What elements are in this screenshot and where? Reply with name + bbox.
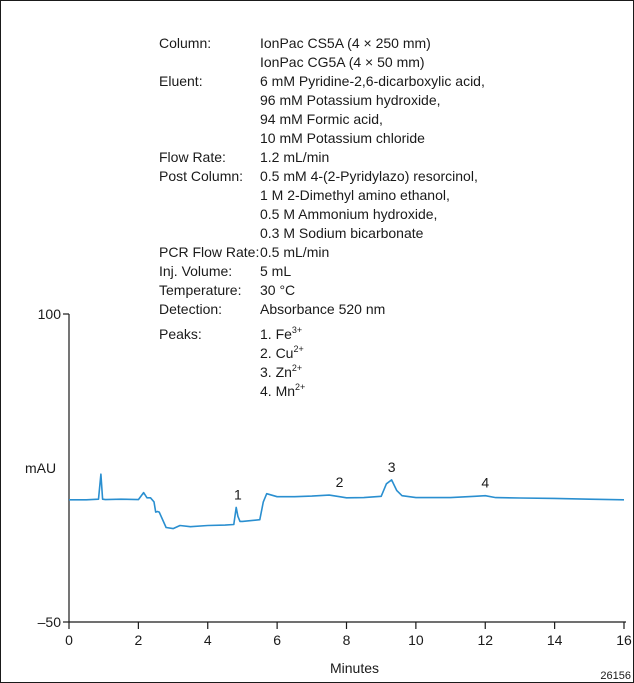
peak-number-label: 1 — [234, 486, 242, 502]
figure-id: 26156 — [600, 670, 631, 682]
peak-charge: 3+ — [291, 325, 303, 335]
peak-charge: 2+ — [295, 382, 306, 392]
y-tick-label: 100 — [38, 306, 62, 322]
x-tick-label: 0 — [65, 632, 73, 648]
peak-name: 3. Zn — [260, 364, 292, 380]
x-tick-label: 14 — [547, 632, 563, 648]
condition-value: 30 °C — [260, 282, 296, 298]
chromatogram-trace — [69, 473, 625, 530]
condition-value: 6 mM Pyridine-2,6-dicarboxylic acid, — [260, 73, 485, 89]
condition-label: Flow Rate: — [159, 149, 226, 165]
x-tick-label: 6 — [273, 632, 281, 648]
x-tick-label: 8 — [343, 632, 351, 648]
condition-label: Eluent: — [159, 73, 203, 89]
peak-name: 4. Mn — [260, 383, 296, 399]
condition-label: Post Column: — [159, 168, 244, 184]
condition-label: PCR Flow Rate: — [159, 244, 260, 260]
y-tick-label: –50 — [38, 614, 62, 630]
condition-label: Column: — [159, 35, 212, 51]
condition-value: 1.2 mL/min — [260, 149, 330, 165]
condition-value: 0.3 M Sodium bicarbonate — [260, 225, 424, 241]
peak-charge: 2+ — [291, 363, 303, 373]
condition-value: 0.5 M Ammonium hydroxide, — [260, 206, 438, 222]
peak-list-item: 3. Zn2+ — [260, 364, 302, 381]
conditions-panel: Column: IonPac CS5A (4 × 250 mm) IonPac CG… — [1, 1, 633, 401]
condition-value: 10 mM Potassium chloride — [260, 130, 425, 146]
peak-number-label: 4 — [481, 475, 489, 491]
condition-value: 1 M 2-Dimethyl amino ethanol, — [260, 187, 450, 203]
peak-number-label: 2 — [336, 474, 344, 490]
condition-label: Temperature: — [159, 282, 242, 298]
condition-value: 96 mM Potassium hydroxide, — [260, 92, 441, 108]
condition-value: 0.5 mL/min — [260, 244, 330, 260]
x-axis-title: Minutes — [330, 660, 379, 676]
x-tick-label: 12 — [477, 632, 493, 648]
peak-number-label: 3 — [388, 459, 396, 475]
x-tick-label: 16 — [616, 632, 632, 648]
condition-value: IonPac CS5A (4 × 250 mm) — [260, 35, 431, 51]
condition-value: 5 mL — [260, 263, 292, 279]
peak-name: 1. Fe — [260, 326, 292, 342]
peaks-label: Peaks: — [159, 326, 202, 342]
condition-value: Absorbance 520 nm — [260, 301, 386, 317]
condition-label: Inj. Volume: — [159, 263, 233, 279]
peak-list-item: 4. Mn2+ — [260, 383, 305, 400]
condition-value: 0.5 mM 4-(2-Pyridylazo) resorcinol, — [260, 168, 478, 184]
condition-value: IonPac CG5A (4 × 50 mm) — [260, 54, 425, 70]
peak-charge: 2+ — [293, 344, 304, 354]
condition-label: Detection: — [159, 301, 223, 317]
x-tick-label: 10 — [408, 632, 424, 648]
condition-value: 94 mM Formic acid, — [260, 111, 383, 127]
peak-list-item: 1. Fe3+ — [260, 326, 302, 343]
peak-name: 2. Cu — [260, 345, 294, 361]
x-tick-label: 4 — [204, 632, 212, 648]
y-axis-title: mAU — [25, 460, 56, 476]
x-tick-label: 2 — [134, 632, 142, 648]
peak-list-item: 2. Cu2+ — [260, 345, 304, 362]
